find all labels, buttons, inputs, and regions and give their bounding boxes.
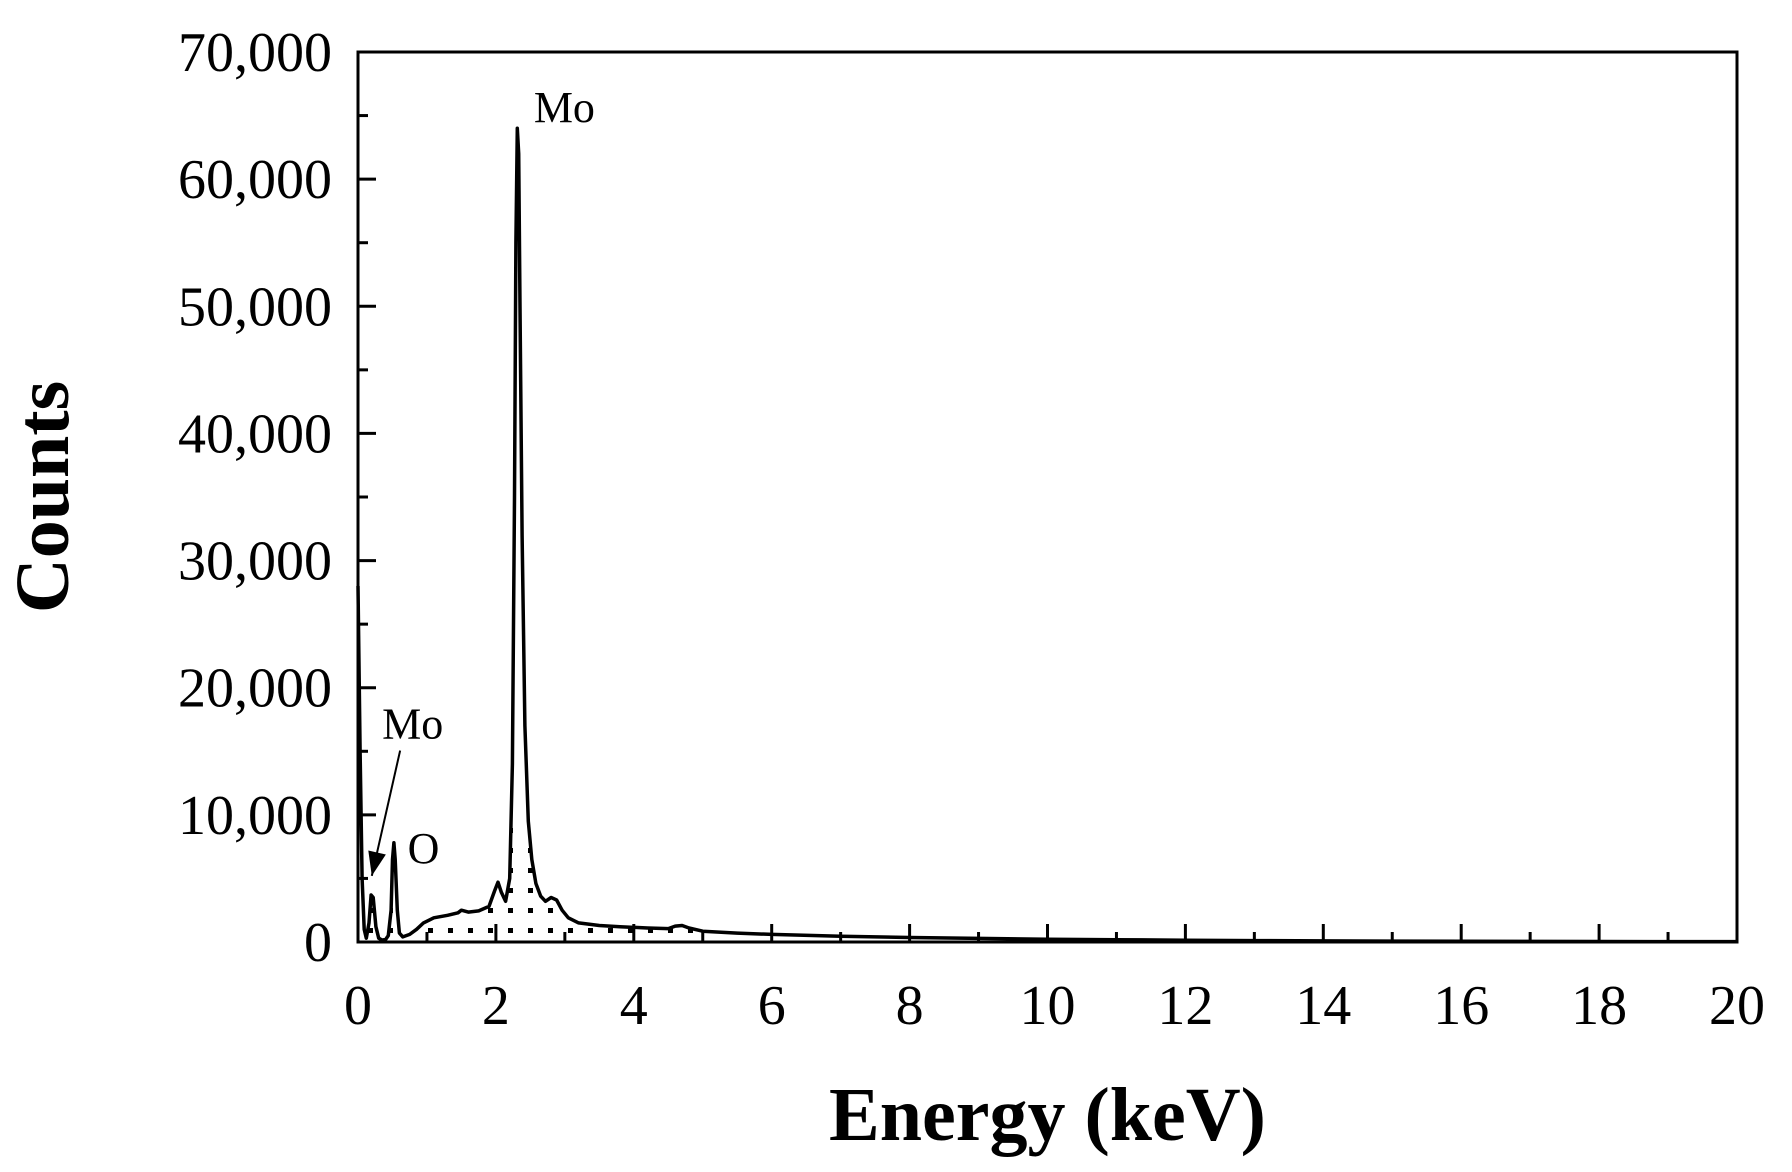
x-tick-label: 18 bbox=[1571, 975, 1627, 1037]
peak-label: Mo bbox=[534, 83, 595, 132]
tick-labels: 0 2 4 6 8 10 12 14 16 18 20 0 10,000 20,000 30,000 40,0… bbox=[178, 22, 1765, 1037]
spectrum-line bbox=[356, 126, 1737, 944]
x-tick-label: 16 bbox=[1433, 975, 1489, 1037]
y-tick-label: 70,000 bbox=[178, 22, 332, 84]
y-tick-label: 40,000 bbox=[178, 403, 332, 465]
spectrum-series bbox=[356, 126, 1737, 944]
x-tick-label: 12 bbox=[1157, 975, 1213, 1037]
x-tick-label: 8 bbox=[896, 975, 924, 1037]
x-axis-title: Energy (keV) bbox=[829, 1073, 1266, 1157]
axis-ticks bbox=[356, 50, 1739, 944]
y-tick-label: 50,000 bbox=[178, 276, 332, 338]
plot-frame bbox=[356, 50, 1739, 944]
spectrum-dotted-fill bbox=[358, 128, 1737, 943]
x-tick-label: 14 bbox=[1295, 975, 1351, 1037]
peak-annotations: Mo Mo O bbox=[368, 83, 595, 877]
x-tick-label: 4 bbox=[620, 975, 648, 1037]
y-tick-label: 10,000 bbox=[178, 785, 332, 847]
y-tick-label: 30,000 bbox=[178, 531, 332, 593]
x-tick-label: 6 bbox=[758, 975, 786, 1037]
y-tick-label: 60,000 bbox=[178, 149, 332, 211]
y-tick-label: 20,000 bbox=[178, 658, 332, 720]
peak-label: O bbox=[408, 824, 440, 873]
peak-label: Mo bbox=[382, 700, 443, 749]
x-tick-label: 2 bbox=[482, 975, 510, 1037]
x-tick-label: 20 bbox=[1709, 975, 1765, 1037]
annotation-arrowhead bbox=[368, 850, 386, 876]
y-tick-label: 0 bbox=[304, 912, 332, 974]
x-tick-label: 0 bbox=[344, 975, 372, 1037]
y-axis-title: Counts bbox=[1, 381, 85, 613]
x-tick-label: 10 bbox=[1020, 975, 1076, 1037]
spectrum-fill-area bbox=[358, 128, 1737, 943]
